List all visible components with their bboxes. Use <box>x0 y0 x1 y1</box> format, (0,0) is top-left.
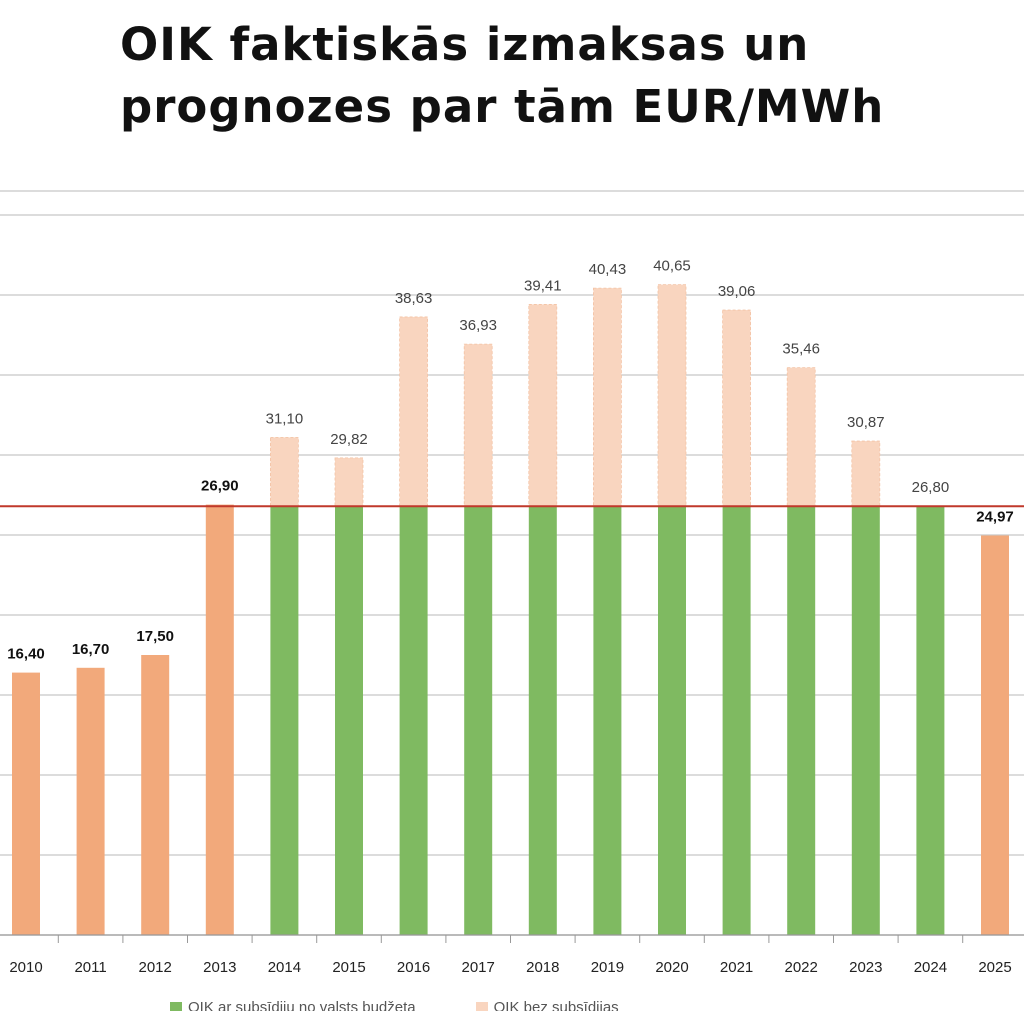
x-tick-label-2015: 2015 <box>332 959 365 976</box>
x-tick-label-2014: 2014 <box>268 959 301 976</box>
x-tick-label-2013: 2013 <box>203 959 236 976</box>
bar-actual-2025 <box>981 535 1009 935</box>
legend-label-without-subsidy: OIK bez subsīdijas <box>493 999 619 1011</box>
bar-without-subsidy-2019 <box>593 287 622 507</box>
data-label-2022: 35,46 <box>782 341 820 358</box>
bar-without-subsidy-2023 <box>851 440 881 507</box>
bar-without-subsidy-2016 <box>399 316 429 507</box>
x-tick-label-2012: 2012 <box>139 959 172 976</box>
x-tick-label-2022: 2022 <box>785 959 818 976</box>
x-tick-label-2011: 2011 <box>74 959 106 976</box>
x-tick-label-2017: 2017 <box>462 959 495 976</box>
x-tick-label-2024: 2024 <box>914 959 947 976</box>
chart-title-line-1: OIK faktiskās izmaksas un <box>120 18 810 71</box>
legend-item-without-subsidy: OIK bez subsīdijas <box>475 998 619 1011</box>
legend-swatch-subsidized <box>170 1002 182 1011</box>
data-label-2014: 31,10 <box>266 410 304 427</box>
bar-without-subsidy-2014 <box>269 436 299 507</box>
bar-subsidized-2021 <box>722 506 751 935</box>
bar-subsidized-2022 <box>787 506 816 935</box>
x-tick-label-2016: 2016 <box>397 959 430 976</box>
data-label-2013: 26,90 <box>201 478 239 495</box>
bar-without-subsidy-2018 <box>528 304 558 507</box>
bar-without-subsidy-2017 <box>463 343 493 507</box>
bar-subsidized-2015 <box>335 506 363 935</box>
data-label-2010: 16,40 <box>7 646 45 663</box>
bar-without-subsidy-2020 <box>657 284 687 507</box>
legend-label-subsidized: OIK ar subsīdiju no valsts budžeta <box>188 999 416 1011</box>
legend-item-subsidized: OIK ar subsīdiju no valsts budžeta <box>170 998 416 1011</box>
x-tick-label-2021: 2021 <box>720 959 753 976</box>
bar-subsidized-2020 <box>658 506 686 935</box>
data-label-2021: 39,06 <box>718 283 756 300</box>
data-label-2011: 16,70 <box>72 641 110 658</box>
data-label-2025: 24,97 <box>976 508 1014 525</box>
bar-subsidized-2023 <box>851 506 880 935</box>
bar-actual-2012 <box>141 655 170 935</box>
bar-actual-2013 <box>205 504 234 935</box>
data-label-2019: 40,43 <box>589 261 627 278</box>
chart-title: OIK faktiskās izmaksas un prognozes par … <box>120 14 1020 138</box>
bar-subsidized-2018 <box>528 506 557 935</box>
data-label-2016: 38,63 <box>395 290 433 307</box>
bar-without-subsidy-2022 <box>786 367 816 507</box>
data-label-2012: 17,50 <box>136 628 174 645</box>
bar-subsidized-2024 <box>916 506 945 935</box>
bar-actual-2010 <box>12 672 40 935</box>
bar-actual-2011 <box>76 667 105 935</box>
data-label-2017: 36,93 <box>459 317 497 334</box>
bar-subsidized-2019 <box>593 506 622 935</box>
bar-subsidized-2014 <box>270 506 299 935</box>
data-label-2018: 39,41 <box>524 277 562 294</box>
bar-without-subsidy-2021 <box>722 309 751 507</box>
bar-subsidized-2016 <box>399 506 428 935</box>
bar-subsidized-2017 <box>464 506 493 935</box>
bar-without-subsidy-2015 <box>334 457 364 507</box>
x-tick-label-2025: 2025 <box>978 959 1011 976</box>
x-tick-label-2023: 2023 <box>849 959 882 976</box>
x-tick-label-2010: 2010 <box>9 959 42 976</box>
data-label-2020: 40,65 <box>653 258 691 275</box>
x-tick-label-2020: 2020 <box>655 959 688 976</box>
x-tick-label-2018: 2018 <box>526 959 559 976</box>
data-label-2024: 26,80 <box>912 479 950 496</box>
chart-title-line-2: prognozes par tām EUR/MWh <box>120 80 885 133</box>
chart-legend: OIK ar subsīdiju no valsts budžeta OIK b… <box>170 998 619 1011</box>
legend-swatch-without-subsidy <box>475 1002 488 1011</box>
x-tick-label-2019: 2019 <box>591 959 624 976</box>
data-label-2023: 30,87 <box>847 414 885 431</box>
data-label-2015: 29,82 <box>330 431 368 448</box>
